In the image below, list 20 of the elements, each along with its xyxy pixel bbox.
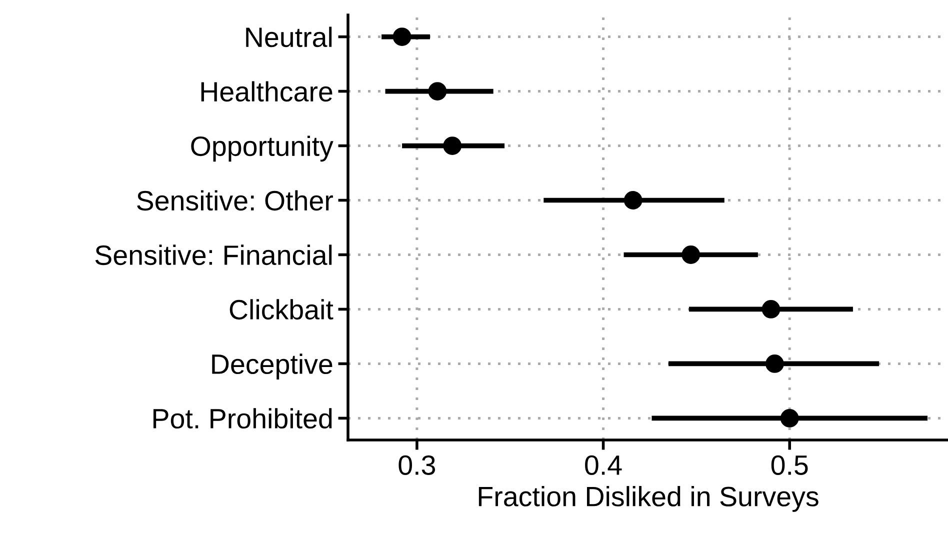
point (428, 82, 447, 100)
point (443, 136, 462, 155)
y-tick-label: Neutral (246, 26, 332, 48)
point (780, 409, 799, 428)
point (766, 354, 784, 373)
y-tick-label: Deceptive (212, 354, 332, 380)
point (682, 246, 700, 264)
point (762, 300, 780, 318)
x-tick-label: 0.4 (585, 455, 622, 475)
x-tick-label: 0.3 (398, 455, 436, 475)
y-tick-label: Pot. Prohibited (153, 408, 332, 429)
y-tick-label: Clickbait (230, 299, 334, 320)
y-tick-label: Sensitive: Other (137, 190, 333, 211)
point (624, 191, 642, 210)
point (392, 28, 412, 46)
x-tick-label: 0.5 (771, 455, 808, 475)
y-tick-label: Opportunity (191, 136, 334, 162)
x-axis-title: Fraction Disliked in Surveys (478, 486, 818, 512)
y-tick-label: Healthcare (201, 81, 332, 102)
y-tick-label: Sensitive: Financial (95, 244, 332, 266)
